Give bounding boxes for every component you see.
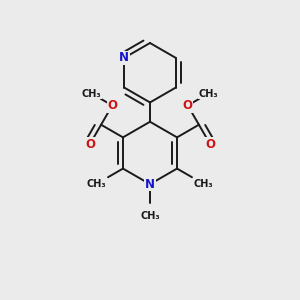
Text: N: N: [145, 178, 155, 191]
Text: CH₃: CH₃: [87, 179, 106, 189]
Text: CH₃: CH₃: [140, 211, 160, 221]
Text: O: O: [85, 137, 95, 151]
Text: CH₃: CH₃: [82, 88, 101, 98]
Text: O: O: [183, 99, 193, 112]
Text: CH₃: CH₃: [194, 179, 213, 189]
Text: CH₃: CH₃: [199, 88, 218, 98]
Text: O: O: [107, 99, 117, 112]
Text: O: O: [205, 137, 215, 151]
Text: N: N: [119, 51, 129, 64]
